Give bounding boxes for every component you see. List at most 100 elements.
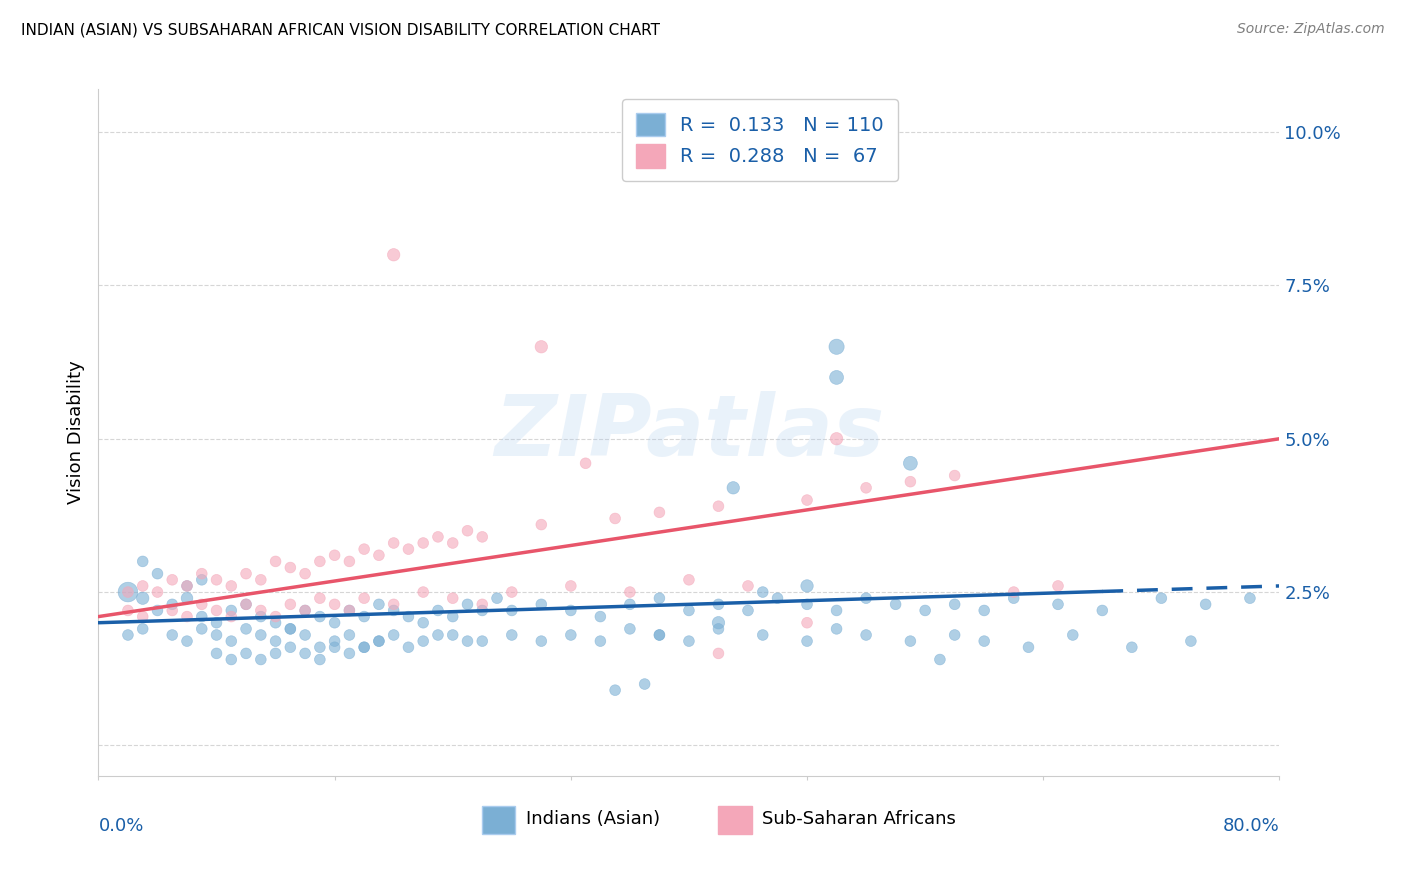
Point bbox=[796, 634, 818, 648]
Point bbox=[412, 615, 434, 630]
Point bbox=[855, 591, 877, 606]
Point bbox=[221, 579, 243, 593]
Point bbox=[191, 573, 214, 587]
Point bbox=[205, 646, 228, 660]
Point bbox=[973, 634, 995, 648]
Y-axis label: Vision Disability: Vision Disability bbox=[66, 360, 84, 505]
Point bbox=[323, 640, 346, 655]
Point bbox=[589, 609, 612, 624]
Point bbox=[825, 603, 848, 617]
Point bbox=[678, 634, 700, 648]
Point bbox=[250, 573, 273, 587]
Point bbox=[825, 370, 848, 384]
Point bbox=[427, 603, 450, 617]
Point bbox=[221, 634, 243, 648]
Point bbox=[382, 598, 405, 612]
Point bbox=[353, 542, 375, 557]
Point bbox=[707, 598, 730, 612]
Point bbox=[339, 646, 361, 660]
Point bbox=[1062, 628, 1084, 642]
Point bbox=[884, 598, 907, 612]
Point bbox=[723, 481, 745, 495]
Point bbox=[382, 536, 405, 550]
Point bbox=[280, 622, 302, 636]
Point bbox=[280, 640, 302, 655]
Point bbox=[250, 652, 273, 666]
Point bbox=[457, 634, 479, 648]
Point bbox=[973, 603, 995, 617]
Point bbox=[264, 615, 287, 630]
Point bbox=[471, 634, 494, 648]
Point bbox=[471, 603, 494, 617]
Point bbox=[398, 640, 420, 655]
Point bbox=[471, 530, 494, 544]
Point bbox=[205, 628, 228, 642]
Point bbox=[398, 609, 420, 624]
Point bbox=[427, 628, 450, 642]
Point bbox=[929, 652, 952, 666]
Point bbox=[457, 598, 479, 612]
Point bbox=[900, 475, 922, 489]
Point bbox=[737, 579, 759, 593]
Point bbox=[235, 646, 257, 660]
Point bbox=[825, 432, 848, 446]
Point bbox=[323, 548, 346, 563]
Point bbox=[323, 615, 346, 630]
Point bbox=[339, 628, 361, 642]
Point bbox=[486, 591, 509, 606]
Point bbox=[191, 566, 214, 581]
Point bbox=[205, 603, 228, 617]
Point bbox=[648, 591, 671, 606]
Point bbox=[250, 628, 273, 642]
Point bbox=[162, 628, 183, 642]
Point bbox=[221, 652, 243, 666]
Point bbox=[368, 634, 391, 648]
Point bbox=[707, 499, 730, 513]
Point bbox=[914, 603, 936, 617]
FancyBboxPatch shape bbox=[718, 805, 752, 834]
Point bbox=[441, 628, 464, 642]
Point bbox=[176, 579, 198, 593]
Point bbox=[176, 579, 198, 593]
Point bbox=[943, 598, 966, 612]
Point bbox=[382, 603, 405, 617]
Point bbox=[530, 340, 553, 354]
Point bbox=[117, 603, 139, 617]
Point bbox=[560, 603, 582, 617]
Point bbox=[132, 591, 155, 606]
Point bbox=[796, 493, 818, 508]
Point bbox=[648, 628, 671, 642]
Point bbox=[353, 640, 375, 655]
Point bbox=[339, 554, 361, 568]
Point bbox=[1046, 598, 1070, 612]
Point bbox=[280, 598, 302, 612]
Point bbox=[382, 628, 405, 642]
Point bbox=[323, 634, 346, 648]
Point bbox=[1018, 640, 1040, 655]
Point bbox=[309, 640, 332, 655]
Point bbox=[619, 622, 641, 636]
Point bbox=[235, 598, 257, 612]
Point bbox=[221, 603, 243, 617]
Point bbox=[707, 646, 730, 660]
Point bbox=[707, 622, 730, 636]
Point bbox=[146, 566, 169, 581]
Point bbox=[752, 628, 775, 642]
Point bbox=[368, 634, 391, 648]
Point bbox=[943, 468, 966, 483]
Point bbox=[294, 646, 316, 660]
Point bbox=[132, 554, 155, 568]
Point bbox=[205, 615, 228, 630]
Point bbox=[825, 340, 848, 354]
Point bbox=[589, 634, 612, 648]
Point bbox=[1239, 591, 1261, 606]
Point bbox=[117, 585, 139, 599]
Point bbox=[176, 609, 198, 624]
Point bbox=[752, 585, 775, 599]
Point bbox=[117, 628, 139, 642]
Point bbox=[132, 579, 155, 593]
Point bbox=[280, 622, 302, 636]
Point bbox=[176, 591, 198, 606]
Point bbox=[575, 456, 598, 470]
Point bbox=[441, 536, 464, 550]
